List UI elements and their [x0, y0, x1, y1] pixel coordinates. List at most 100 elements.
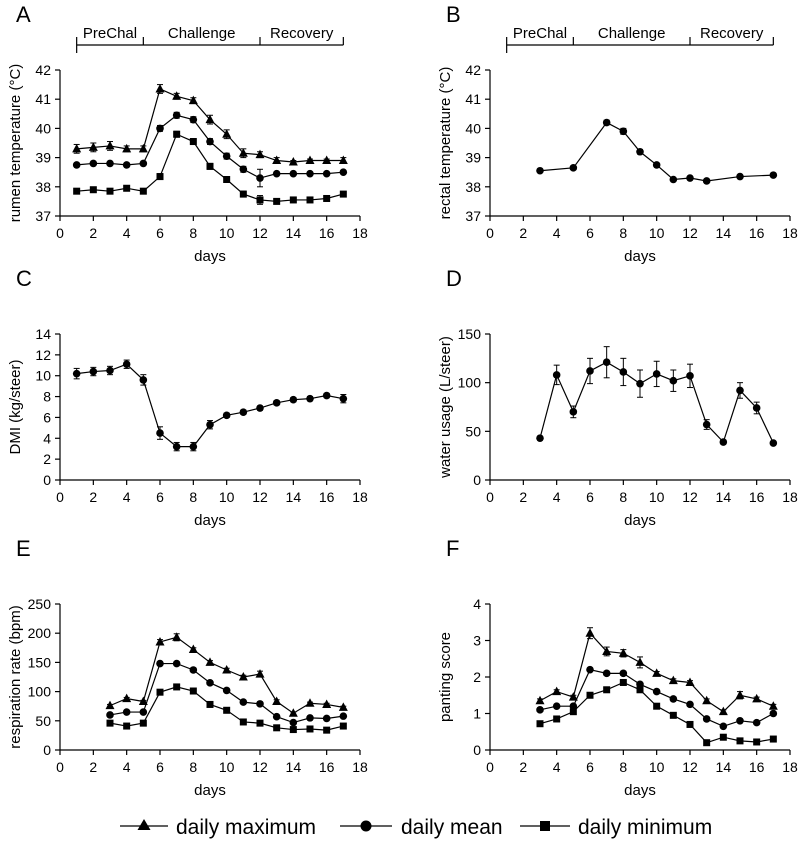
- x-axis-title: days: [624, 782, 656, 799]
- data-point: [719, 722, 728, 731]
- panel-letter: E: [16, 536, 31, 561]
- x-tick-label: 2: [89, 225, 97, 241]
- y-tick-label: 38: [465, 179, 481, 195]
- data-point: [686, 720, 694, 728]
- data-point: [89, 159, 98, 168]
- data-point: [123, 722, 131, 730]
- phase-bracket: [506, 37, 774, 53]
- x-tick-label: 12: [252, 759, 268, 775]
- data-point: [189, 115, 198, 124]
- data-point: [289, 718, 298, 727]
- axes: [485, 603, 791, 755]
- data-point: [635, 657, 645, 666]
- series-daily-mean: [72, 111, 348, 188]
- data-point: [306, 725, 314, 733]
- data-point: [273, 724, 281, 732]
- data-point: [172, 111, 181, 120]
- data-point: [106, 159, 114, 168]
- data-point: [602, 118, 611, 127]
- x-tick-label: 0: [486, 759, 494, 775]
- x-tick-label: 18: [352, 225, 368, 241]
- x-tick-label: 16: [749, 225, 765, 241]
- data-point: [636, 147, 644, 156]
- panel-letter: F: [446, 536, 459, 561]
- data-point: [139, 708, 148, 716]
- data-point: [239, 165, 248, 174]
- data-point: [669, 695, 678, 703]
- data-point: [569, 702, 578, 710]
- y-tick-label: 1: [473, 706, 481, 722]
- x-tick-label: 14: [716, 225, 732, 241]
- x-tick-label: 14: [286, 759, 302, 775]
- chart-panel-e: E 0 2 4 6 8 10 12 14 16 18 0 50 100 150 200 250 days respi…: [7, 536, 368, 799]
- data-point: [122, 693, 132, 703]
- data-point: [288, 156, 298, 166]
- x-tick-label: 18: [352, 759, 368, 775]
- x-tick-label: 16: [749, 759, 765, 775]
- data-point: [255, 669, 265, 678]
- panel-letter: A: [16, 2, 31, 27]
- data-point: [172, 91, 182, 100]
- data-point: [618, 648, 628, 657]
- data-point: [686, 174, 694, 182]
- data-point: [222, 664, 232, 674]
- data-point: [568, 692, 578, 701]
- x-tick-label: 16: [319, 225, 335, 241]
- data-point: [173, 130, 181, 138]
- data-point: [703, 739, 711, 747]
- data-point: [156, 124, 164, 133]
- data-point: [652, 161, 661, 169]
- data-point: [636, 379, 644, 388]
- x-tick-label: 8: [189, 759, 197, 775]
- y-tick-label: 41: [35, 91, 51, 107]
- data-point: [156, 429, 164, 437]
- y-tick-label: 42: [35, 62, 51, 78]
- data-point: [338, 155, 348, 165]
- data-point: [206, 420, 214, 429]
- x-tick-label: 18: [782, 489, 798, 505]
- x-tick-label: 8: [189, 225, 197, 241]
- series-daily-maximum: [105, 632, 348, 717]
- data-point: [155, 636, 165, 646]
- series-daily-maximum: [535, 627, 778, 716]
- axes: [485, 333, 791, 485]
- y-tick-label: 12: [35, 347, 51, 363]
- phase-label: Challenge: [168, 25, 236, 42]
- y-tick-label: 2: [43, 451, 51, 467]
- data-point: [339, 394, 348, 403]
- y-tick-label: 50: [465, 423, 481, 439]
- data-point: [339, 190, 347, 198]
- data-point: [569, 708, 577, 716]
- data-point: [156, 173, 164, 181]
- x-tick-label: 10: [649, 489, 665, 505]
- data-point: [189, 687, 197, 695]
- y-tick-label: 41: [465, 91, 481, 107]
- data-point: [272, 155, 282, 165]
- data-point: [339, 722, 347, 730]
- data-point: [106, 187, 114, 195]
- y-tick-label: 37: [465, 208, 481, 224]
- data-point: [686, 372, 694, 380]
- data-point: [769, 439, 778, 447]
- panel-letter: C: [16, 266, 32, 291]
- x-tick-label: 10: [649, 225, 665, 241]
- square-marker-icon: [540, 821, 550, 831]
- x-tick-label: 0: [56, 489, 64, 505]
- series-daily-mean: [536, 346, 778, 447]
- chart-panel-d: D 0 2 4 6 8 10 12 14 16 18 0 50 100 150 days water usage…: [437, 266, 798, 529]
- y-tick-label: 250: [28, 596, 52, 612]
- phase-bracket: [76, 37, 344, 53]
- series-daily-mean: [536, 118, 778, 185]
- series-daily-mean: [106, 659, 348, 727]
- panel-letter: B: [446, 2, 461, 27]
- series-daily-mean: [536, 665, 778, 731]
- data-point: [155, 83, 165, 93]
- data-point: [768, 701, 778, 710]
- data-point: [272, 696, 282, 706]
- legend-label-mean: daily mean: [401, 816, 503, 839]
- data-point: [289, 196, 297, 204]
- x-tick-label: 12: [682, 225, 698, 241]
- x-tick-label: 18: [782, 225, 798, 241]
- data-point: [289, 169, 298, 178]
